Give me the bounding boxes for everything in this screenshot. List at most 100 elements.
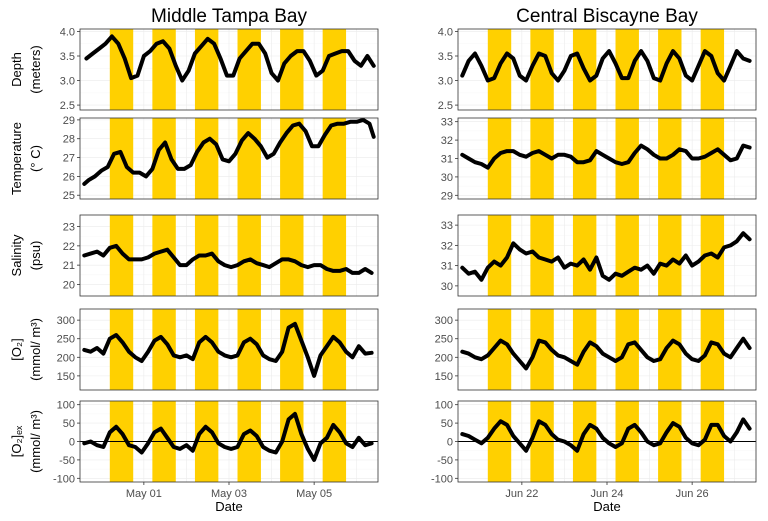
daylight-band <box>280 118 304 199</box>
y-tick-label: 3.0 <box>60 76 75 88</box>
y-axis-title: [O₂]ₑₓ <box>9 425 24 457</box>
daylight-band <box>152 309 176 390</box>
daylight-band <box>615 215 639 296</box>
y-tick-label: 150 <box>435 371 453 383</box>
y-tick-label: 32 <box>441 135 453 147</box>
daylight-band <box>530 309 554 390</box>
y-tick-label: 300 <box>435 315 453 327</box>
daylight-band <box>194 118 219 199</box>
daylight-band <box>237 309 261 390</box>
y-tick-label: 2.5 <box>438 100 453 112</box>
x-tick-label: Jun 26 <box>676 488 709 500</box>
y-tick-label: -50 <box>59 455 75 467</box>
y-tick-label: 150 <box>57 371 75 383</box>
daylight-band <box>615 118 639 199</box>
y-tick-label: 27 <box>63 153 75 165</box>
daylight-band <box>615 29 639 110</box>
daylight-band <box>280 215 304 296</box>
y-tick-label: 50 <box>441 418 453 430</box>
x-tick-label: May 03 <box>211 488 247 500</box>
y-tick-label: 50 <box>63 418 75 430</box>
y-tick-label: 4.0 <box>60 26 75 38</box>
panel-frame <box>79 117 379 200</box>
daylight-band <box>109 309 134 390</box>
y-tick-label: 4.0 <box>438 26 453 38</box>
panel-frame <box>79 214 379 297</box>
series-line-temperature <box>460 143 752 170</box>
daylight-band <box>194 309 219 390</box>
series-line-salinity <box>460 231 752 282</box>
y-tick-label: 3.5 <box>60 51 75 63</box>
panel-frame <box>79 308 379 391</box>
y-axis-title: (° C) <box>28 145 43 172</box>
panel-0-1: 2.5 3.0 3.5 4.0 Central Biscayne Bay <box>438 6 757 112</box>
panel-4-1: -100 -50 0 50 100 Jun 22 Jun 24 Jun 26 Date <box>431 400 757 514</box>
panel-1-0: 25 26 27 28 29 Temperature (° C) <box>9 115 379 202</box>
panel-frame <box>457 28 757 111</box>
daylight-band <box>658 215 682 296</box>
y-tick-label: 33 <box>441 117 453 129</box>
x-axis-title: Date <box>593 499 620 514</box>
panel-2-1: 30 31 32 33 <box>441 214 757 297</box>
series-line-o2ex <box>82 411 374 462</box>
x-axis-title: Date <box>215 499 242 514</box>
daylight-band <box>487 215 512 296</box>
y-tick-label: 21 <box>63 260 75 272</box>
x-tick-label: May 01 <box>126 488 162 500</box>
daylight-band <box>572 118 597 199</box>
x-tick-label: May 05 <box>296 488 332 500</box>
daylight-band <box>237 215 261 296</box>
daylight-band <box>700 118 725 199</box>
panel-3-0: 150 200 250 300 [O₂] (mmol/ m³) <box>9 308 379 391</box>
y-axis-title: (psu) <box>28 241 43 271</box>
series-line-o2 <box>82 321 374 378</box>
y-axis-title: Salinity <box>9 234 24 276</box>
y-tick-label: 100 <box>57 400 75 412</box>
y-tick-label: 26 <box>63 171 75 183</box>
daylight-band <box>487 118 512 199</box>
y-tick-label: -50 <box>437 455 453 467</box>
y-tick-label: 0 <box>69 437 75 449</box>
y-tick-label: -100 <box>53 473 75 485</box>
series-line-depth <box>84 34 376 83</box>
series-line-o2 <box>460 336 752 371</box>
y-tick-label: 0 <box>447 437 453 449</box>
series-line-depth <box>460 49 752 83</box>
panel-frame <box>79 28 379 111</box>
y-tick-label: 250 <box>435 334 453 346</box>
daylight-band <box>530 215 554 296</box>
y-tick-label: 30 <box>441 172 453 184</box>
daylight-band <box>322 29 347 110</box>
y-tick-label: 28 <box>63 134 75 146</box>
daylight-band <box>700 309 725 390</box>
daylight-band <box>322 118 347 199</box>
y-tick-label: 25 <box>63 190 75 202</box>
y-tick-label: 100 <box>435 400 453 412</box>
y-tick-label: 29 <box>441 190 453 202</box>
daylight-band <box>658 309 682 390</box>
daylight-band <box>658 29 682 110</box>
y-tick-label: 31 <box>441 261 453 273</box>
series-line-o2ex <box>460 417 752 453</box>
panel-title: Middle Tampa Bay <box>151 6 307 27</box>
y-tick-label: 23 <box>63 222 75 234</box>
panel-1-1: 29 30 31 32 33 <box>441 117 757 202</box>
daylight-band <box>152 215 176 296</box>
panel-frame <box>457 214 757 297</box>
series-line-temperature <box>82 117 376 186</box>
y-tick-label: -100 <box>431 473 453 485</box>
y-axis-title: Depth <box>9 52 24 87</box>
y-tick-label: 31 <box>441 154 453 166</box>
y-tick-label: 20 <box>63 279 75 291</box>
x-tick-label: Jun 22 <box>505 488 538 500</box>
daylight-band <box>322 215 347 296</box>
panel-0-0: 2.5 3.0 3.5 4.0 Depth (meters) Middle Tampa Ba… <box>9 6 379 112</box>
daylight-band <box>572 215 597 296</box>
y-tick-label: 250 <box>57 334 75 346</box>
y-axis-title: [O₂] <box>9 338 24 360</box>
y-tick-label: 22 <box>63 241 75 253</box>
y-tick-label: 3.5 <box>438 51 453 63</box>
daylight-band <box>109 215 134 296</box>
daylight-band <box>237 29 261 110</box>
